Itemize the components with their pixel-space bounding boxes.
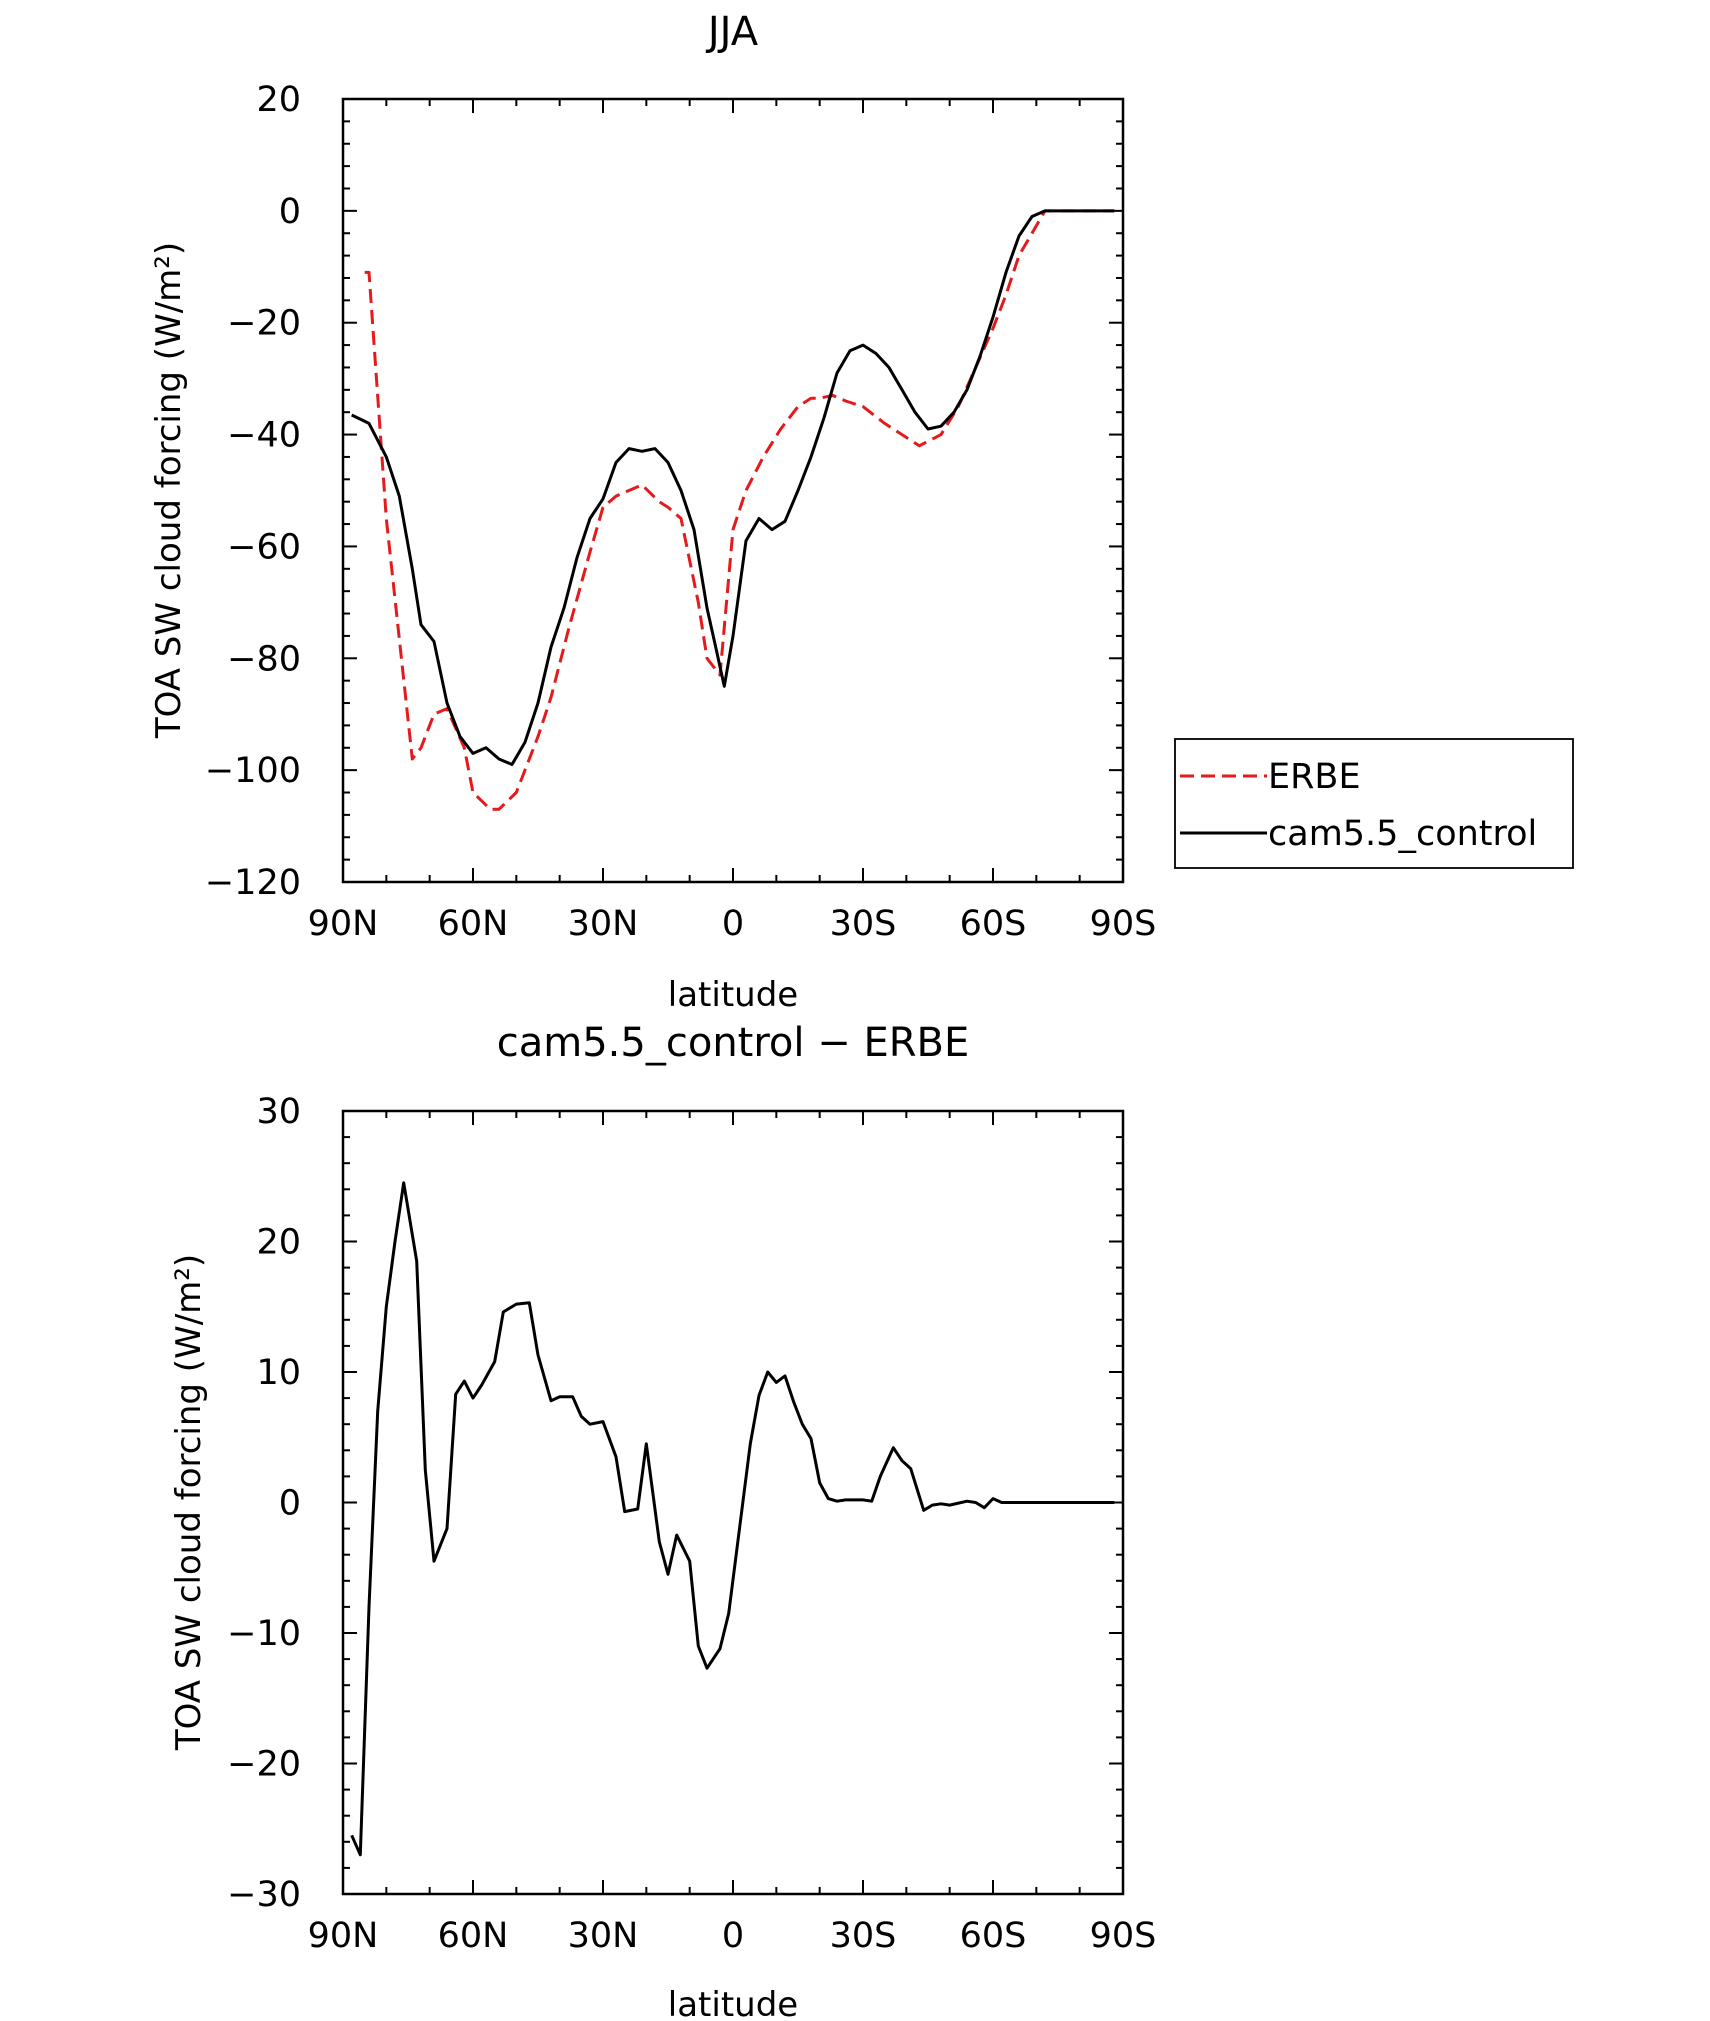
bottom-panel-y-tick-label: −20 [227,1745,301,1785]
top-panel-frame [341,97,1125,884]
legend-label-erbe: ERBE [1268,757,1361,797]
bottom-panel-y-tick-label: 0 [279,1484,301,1524]
bottom-panel-x-tick-label: 90N [308,1916,379,1956]
top-panel-title: JJA [705,9,759,55]
bottom-panel-x-tick-label: 30N [568,1916,639,1956]
top-panel-series-line-0 [364,209,1115,811]
bottom-panel-y-tick-label: −10 [227,1614,301,1654]
top-panel-y-tick-label: −80 [227,639,301,679]
top-panel-x-tick-label: 30S [830,904,897,944]
bottom-panel-y-tick-label: 30 [256,1092,301,1132]
top-panel-x-tick-label: 60S [960,904,1027,944]
bottom-panel-x-tick-label: 0 [722,1916,744,1956]
bottom-panel-x-axis-label: latitude [668,1985,798,2021]
top-panel-y-axis-label: TOA SW cloud forcing (W/m²) [149,242,189,739]
top-panel-y-tick-label: 0 [279,192,301,232]
top-panel-x-tick-label: 0 [722,904,744,944]
bottom-panel-title: cam5.5_control − ERBE [497,1020,969,1066]
legend-box [1174,738,1574,869]
top-panel-x-tick-label: 90S [1090,904,1157,944]
top-panel-series-line-1 [351,209,1115,766]
bottom-panel-x-tick-label: 60S [960,1916,1027,1956]
bottom-panel-x-tick-label: 30S [830,1916,897,1956]
legend-label-cam55-control: cam5.5_control [1268,814,1537,854]
top-panel-y-tick-label: 20 [256,80,301,120]
top-panel-x-axis-label: latitude [668,975,798,1015]
top-panel-x-tick-label: 90N [308,904,379,944]
bottom-panel-y-tick-label: 10 [256,1353,301,1393]
top-panel: JJA 90N 60N 30N 0 30S 60S 90S 20 0 −20 −40 −60 −80 −1… [149,9,1574,1015]
bottom-panel-ticks: 90N 60N 30N 0 30S 60S 90S 30 20 10 0 −10 −20 −30 [227,1092,1156,1956]
bottom-panel-y-tick-label: −30 [227,1875,301,1915]
bottom-panel-x-tick-label: 90S [1090,1916,1157,1956]
bottom-panel-x-tick-label: 60N [438,1916,509,1956]
bottom-panel-series [350,1181,1115,1857]
top-panel-y-tick-label: −100 [205,751,301,791]
bottom-panel-y-axis-label: TOA SW cloud forcing (W/m²) [169,1254,209,1751]
top-panel-x-tick-label: 60N [438,904,509,944]
legend: ERBE cam5.5_control [1174,738,1574,869]
top-panel-y-tick-label: −40 [227,416,301,456]
top-panel-x-tick-label: 30N [568,904,639,944]
bottom-panel-y-tick-label: 20 [256,1223,301,1263]
top-panel-series [351,209,1115,811]
top-panel-y-tick-label: −60 [227,527,301,567]
bottom-panel-series-line-0 [350,1181,1115,1857]
top-panel-y-tick-label: −120 [205,863,301,903]
top-panel-y-tick-label: −20 [227,304,301,344]
bottom-panel: cam5.5_control − ERBE 90N 60N 30N 0 30S 60S 90… [169,1020,1156,2021]
top-panel-ticks: 90N 60N 30N 0 30S 60S 90S 20 0 −20 −40 −60 −80 −100 −1… [205,80,1157,944]
